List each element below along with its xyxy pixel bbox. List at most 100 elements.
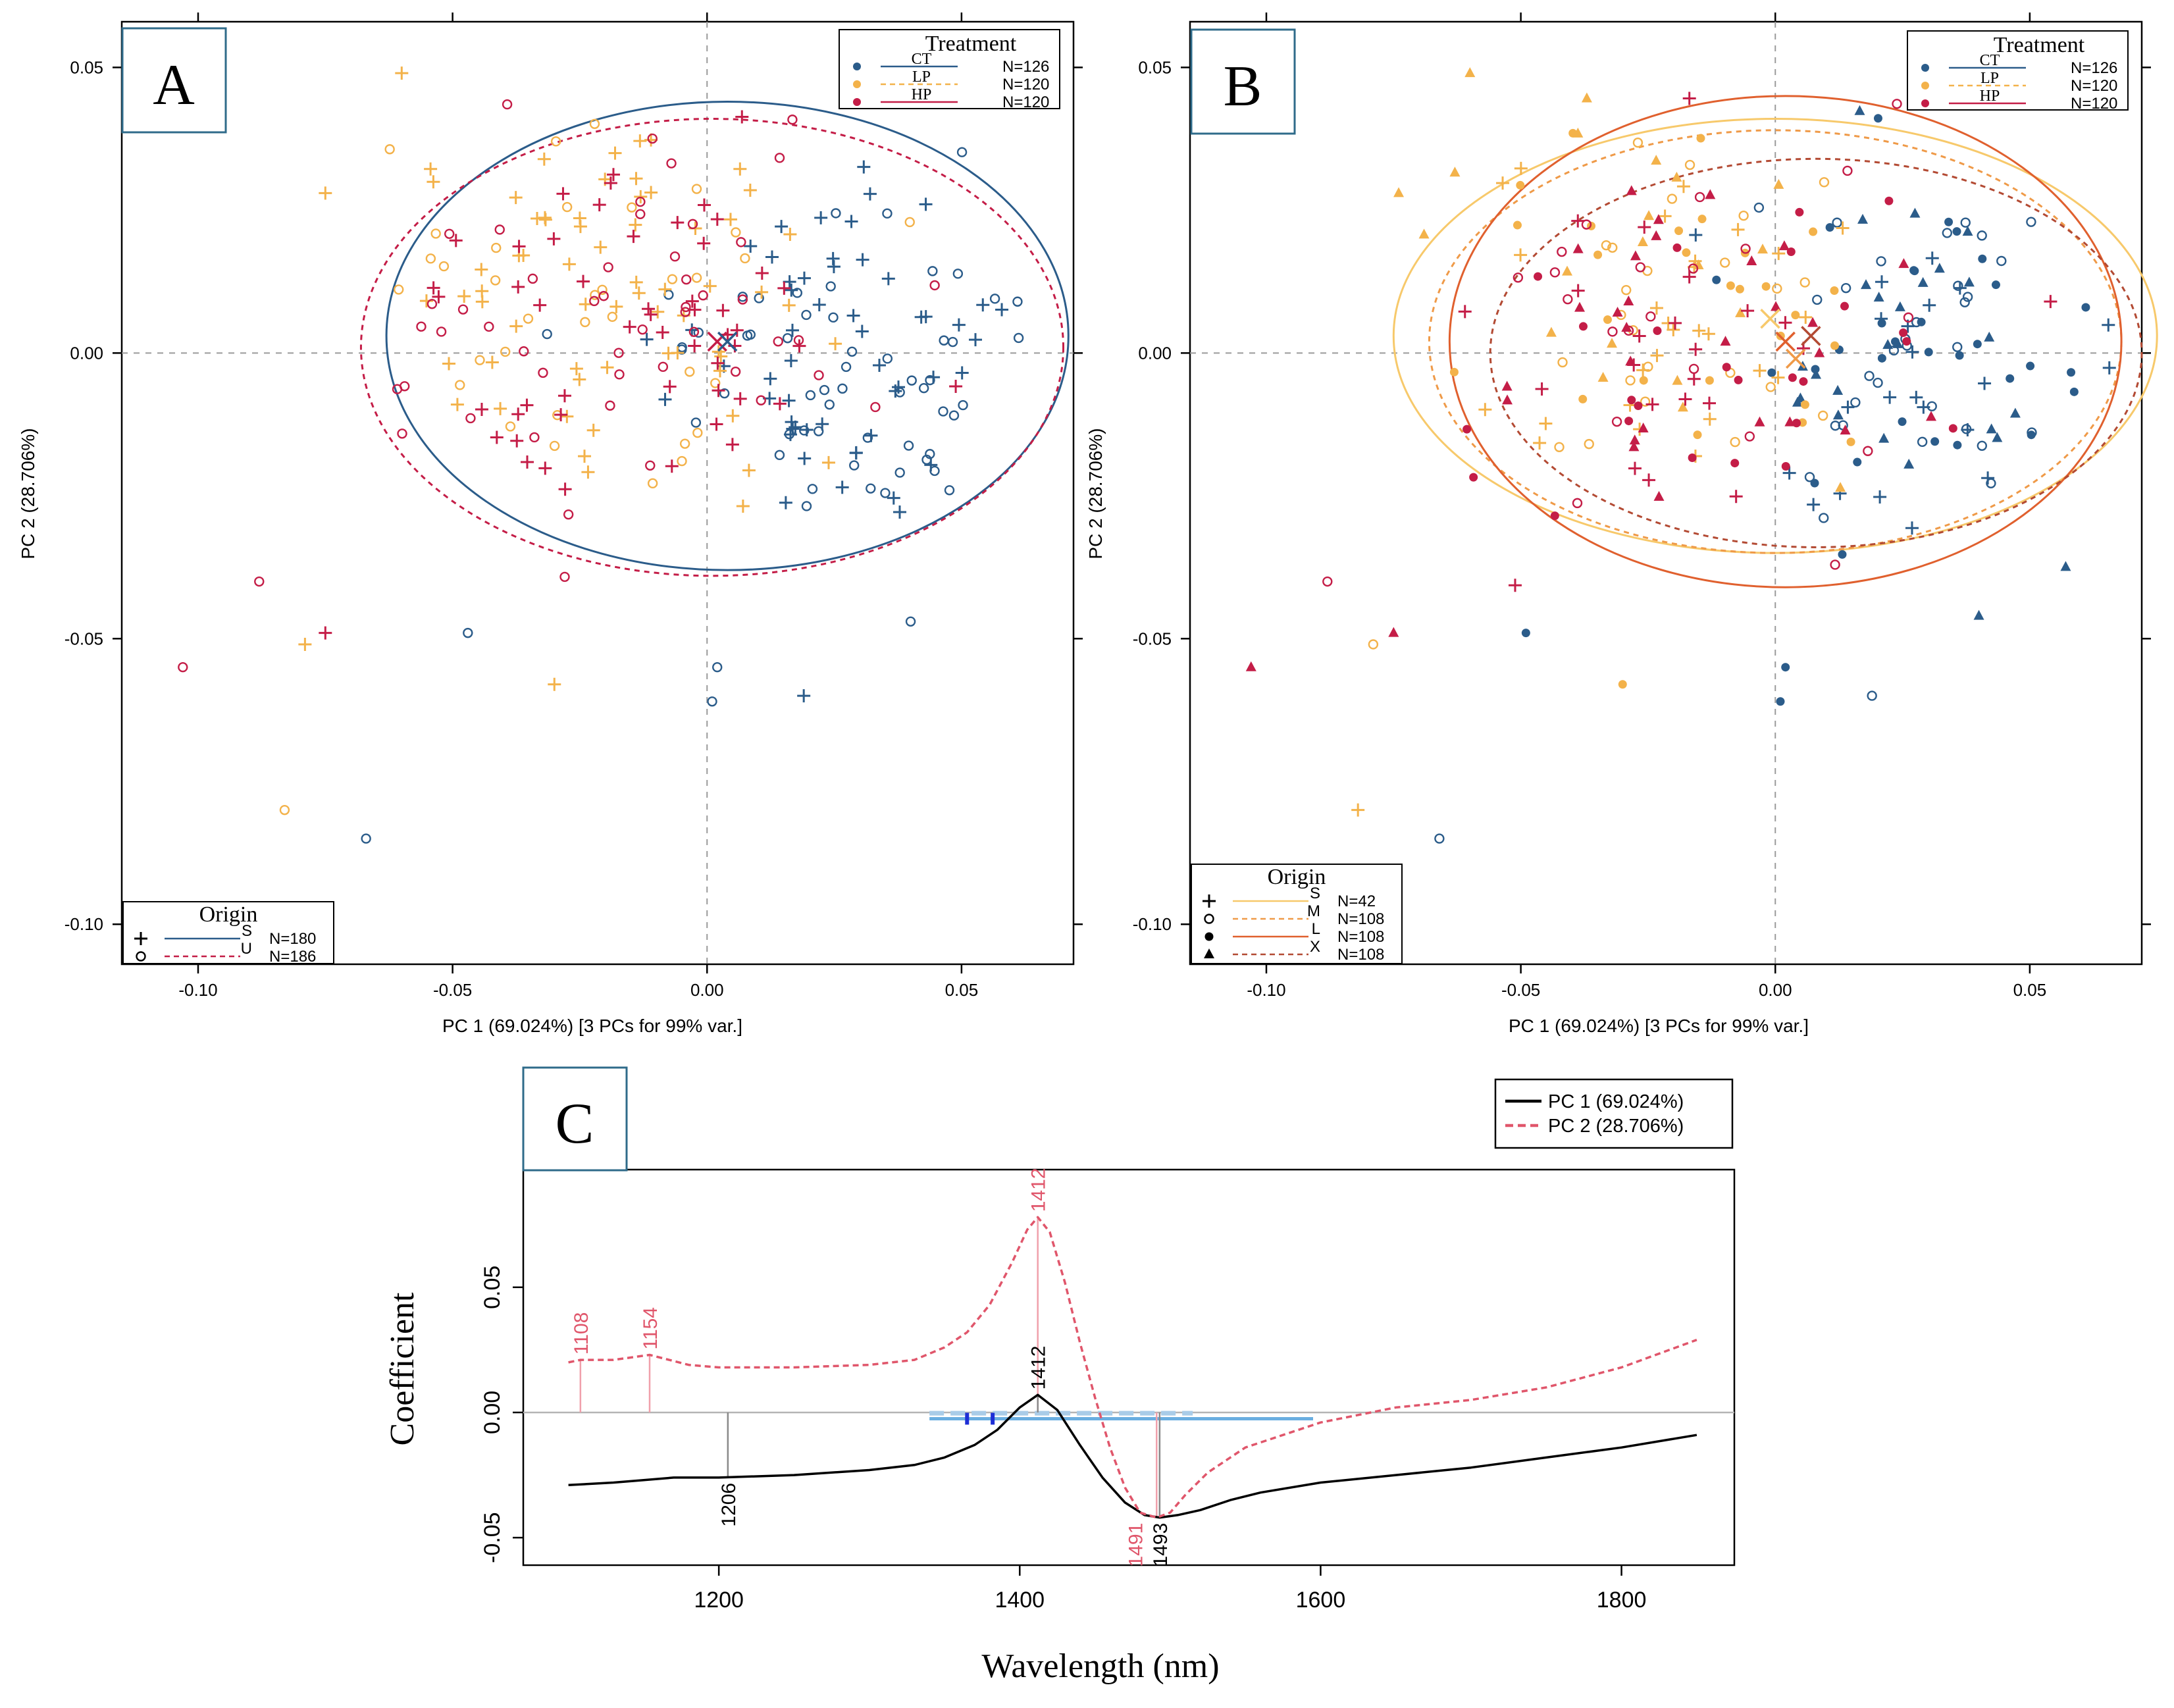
panel-c-x-tick-label: 1200 xyxy=(694,1588,744,1613)
pB-origin-count-x: N=108 xyxy=(1337,946,1384,964)
pB-point xyxy=(1996,255,2007,267)
pA-point xyxy=(554,408,568,422)
pA-point xyxy=(952,269,964,279)
pB-point xyxy=(1875,275,1888,289)
pA-point xyxy=(812,298,826,311)
pA-legend-label-ct: CT xyxy=(912,51,932,68)
pB-point xyxy=(1832,409,1844,420)
pA-point xyxy=(691,272,702,283)
pA-outlier-point xyxy=(1012,296,1023,307)
pA-point xyxy=(642,302,656,316)
pB-point xyxy=(1640,396,1651,407)
pA-outlier-point xyxy=(319,186,332,200)
panel-c-x-tick-label: 1800 xyxy=(1597,1588,1647,1613)
pB-point xyxy=(1873,292,1884,302)
pB-point xyxy=(1892,99,1902,109)
pB-point xyxy=(1977,440,1987,451)
pA-point xyxy=(425,253,436,264)
pA-outlier-point xyxy=(548,677,561,691)
pA-point xyxy=(658,392,672,406)
pA-point xyxy=(742,463,756,477)
pB-point xyxy=(1781,462,1790,471)
pB-point xyxy=(1953,440,1962,450)
pA-origin-legend-box xyxy=(122,901,334,964)
pA-point xyxy=(416,321,427,332)
pB-point xyxy=(1550,511,1559,521)
pB-point xyxy=(1744,431,1755,442)
pB-point xyxy=(1627,358,1641,372)
pA-point xyxy=(438,261,450,272)
pA-origin-marker-u xyxy=(136,951,146,962)
wavelength-band-marker xyxy=(965,1412,970,1425)
pB-point xyxy=(1612,307,1623,317)
pB-point xyxy=(1927,401,1937,411)
pA-point xyxy=(671,216,685,230)
pB-point xyxy=(1653,490,1665,501)
pA-point xyxy=(713,364,727,378)
pA-treatment-legend-title: Treatment xyxy=(925,32,1017,56)
pA-point xyxy=(502,99,513,110)
pA-point xyxy=(647,478,658,489)
pB-point xyxy=(1571,284,1585,298)
pA-point xyxy=(906,375,917,386)
pB-point xyxy=(1496,176,1510,190)
pA-point xyxy=(995,303,1009,317)
pA-point xyxy=(573,373,586,386)
pA-point xyxy=(681,274,692,285)
pA-point xyxy=(627,202,637,213)
pA-point xyxy=(927,266,938,276)
pA-point xyxy=(938,406,948,417)
pB-point xyxy=(1807,498,1821,511)
pB-point xyxy=(1819,177,1830,188)
pA-point xyxy=(511,280,525,294)
pB-outlier-point xyxy=(1973,609,1984,620)
panel-c-badge-box xyxy=(522,1066,628,1172)
pB-point xyxy=(1838,550,1847,559)
pB-point xyxy=(2009,407,2021,418)
pB-point xyxy=(1692,324,1706,338)
pA-point xyxy=(903,440,914,451)
pA-outlier-point xyxy=(298,637,312,651)
pA-point xyxy=(465,413,476,424)
pB-point xyxy=(1578,322,1588,331)
pB-point xyxy=(1603,315,1612,324)
pB-point xyxy=(1952,227,1961,236)
pB-point xyxy=(1846,437,1855,446)
pA-point xyxy=(744,240,758,253)
panel-a-badge-box xyxy=(121,27,227,134)
pA-point xyxy=(944,485,955,496)
pA-point xyxy=(775,220,789,234)
pA-y-tick-label: 0.00 xyxy=(70,343,103,363)
pA-point xyxy=(644,133,658,147)
pB-outlier-point xyxy=(1393,187,1405,197)
pA-point xyxy=(737,294,748,305)
pA-point xyxy=(427,299,438,309)
panel-a-badge: A xyxy=(121,27,227,134)
pA-point xyxy=(613,348,624,358)
pB-y-tick-label: 0.05 xyxy=(1138,57,1172,77)
pB-point xyxy=(1840,301,1849,311)
pB-point xyxy=(1772,283,1782,294)
pB-outlier-point xyxy=(1781,663,1790,672)
pA-point xyxy=(436,326,447,337)
panel-a: -0.10 -0.05 0.00 0.05 0.05 0.00 -0.05 -0.10 PC … xyxy=(18,13,1083,1036)
pB-point xyxy=(1962,292,1973,302)
pB-point xyxy=(1883,390,1897,404)
pA-point xyxy=(846,346,858,357)
pB-point xyxy=(1639,376,1648,385)
pB-ellipse-s xyxy=(1392,118,2158,554)
panel-c-axes: 1200 1400 1600 1800 0.05 0.00 -0.05 xyxy=(480,1266,1646,1613)
pA-point xyxy=(494,224,505,235)
pB-point xyxy=(1643,210,1655,220)
pB-point xyxy=(1502,394,1513,405)
pA-point xyxy=(873,358,887,372)
pA-point xyxy=(785,323,799,337)
pB-point xyxy=(1882,339,1894,349)
pA-point xyxy=(846,309,860,323)
pB-point xyxy=(1738,211,1749,221)
pB-point xyxy=(1960,217,1971,228)
pB-point xyxy=(1578,394,1588,403)
pB-point xyxy=(1687,372,1701,386)
pA-point xyxy=(597,284,608,295)
pA-outlier-point xyxy=(178,662,188,673)
